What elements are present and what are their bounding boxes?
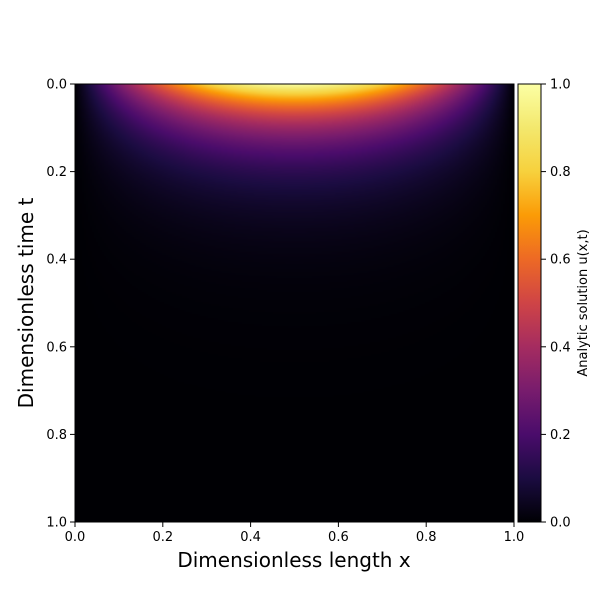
colorbar-tick-label: 1.0 (550, 78, 571, 93)
colorbar-tick-label: 0.4 (550, 340, 571, 355)
colorbar (518, 84, 541, 522)
y-axis-ticks: 0.0 0.2 0.4 0.6 0.8 1.0 (46, 78, 75, 531)
plot-frame (74, 83, 515, 523)
y-tick-label: 0.8 (46, 428, 67, 443)
colorbar-tick-label: 0.0 (550, 516, 571, 531)
y-tick-label: 0.4 (46, 253, 67, 268)
colorbar-label: Analytic solution u(x,t) (576, 229, 591, 376)
y-axis-label: Dimensionless time t (14, 197, 38, 408)
heatmap-image (75, 84, 514, 522)
y-tick-label: 0.6 (46, 340, 67, 355)
colorbar-tick-label: 0.8 (550, 165, 571, 180)
y-tick-label: 1.0 (46, 516, 67, 531)
x-tick-label: 0.0 (65, 530, 86, 545)
y-tick-label: 0.0 (46, 78, 67, 93)
colorbar-ticks: 0.0 0.2 0.4 0.6 0.8 1.0 (541, 78, 571, 531)
x-tick-label: 0.2 (152, 530, 173, 545)
colorbar-frame (517, 83, 542, 523)
x-tick-label: 0.8 (416, 530, 437, 545)
x-tick-label: 0.4 (240, 530, 261, 545)
x-tick-label: 0.6 (328, 530, 349, 545)
colorbar-tick-label: 0.6 (550, 253, 571, 268)
x-tick-label: 1.0 (504, 530, 525, 545)
y-tick-label: 0.2 (46, 165, 67, 180)
colorbar-tick-label: 0.2 (550, 428, 571, 443)
x-axis-ticks: 0.0 0.2 0.4 0.6 0.8 1.0 (65, 522, 525, 545)
x-axis-label: Dimensionless length x (177, 548, 410, 572)
